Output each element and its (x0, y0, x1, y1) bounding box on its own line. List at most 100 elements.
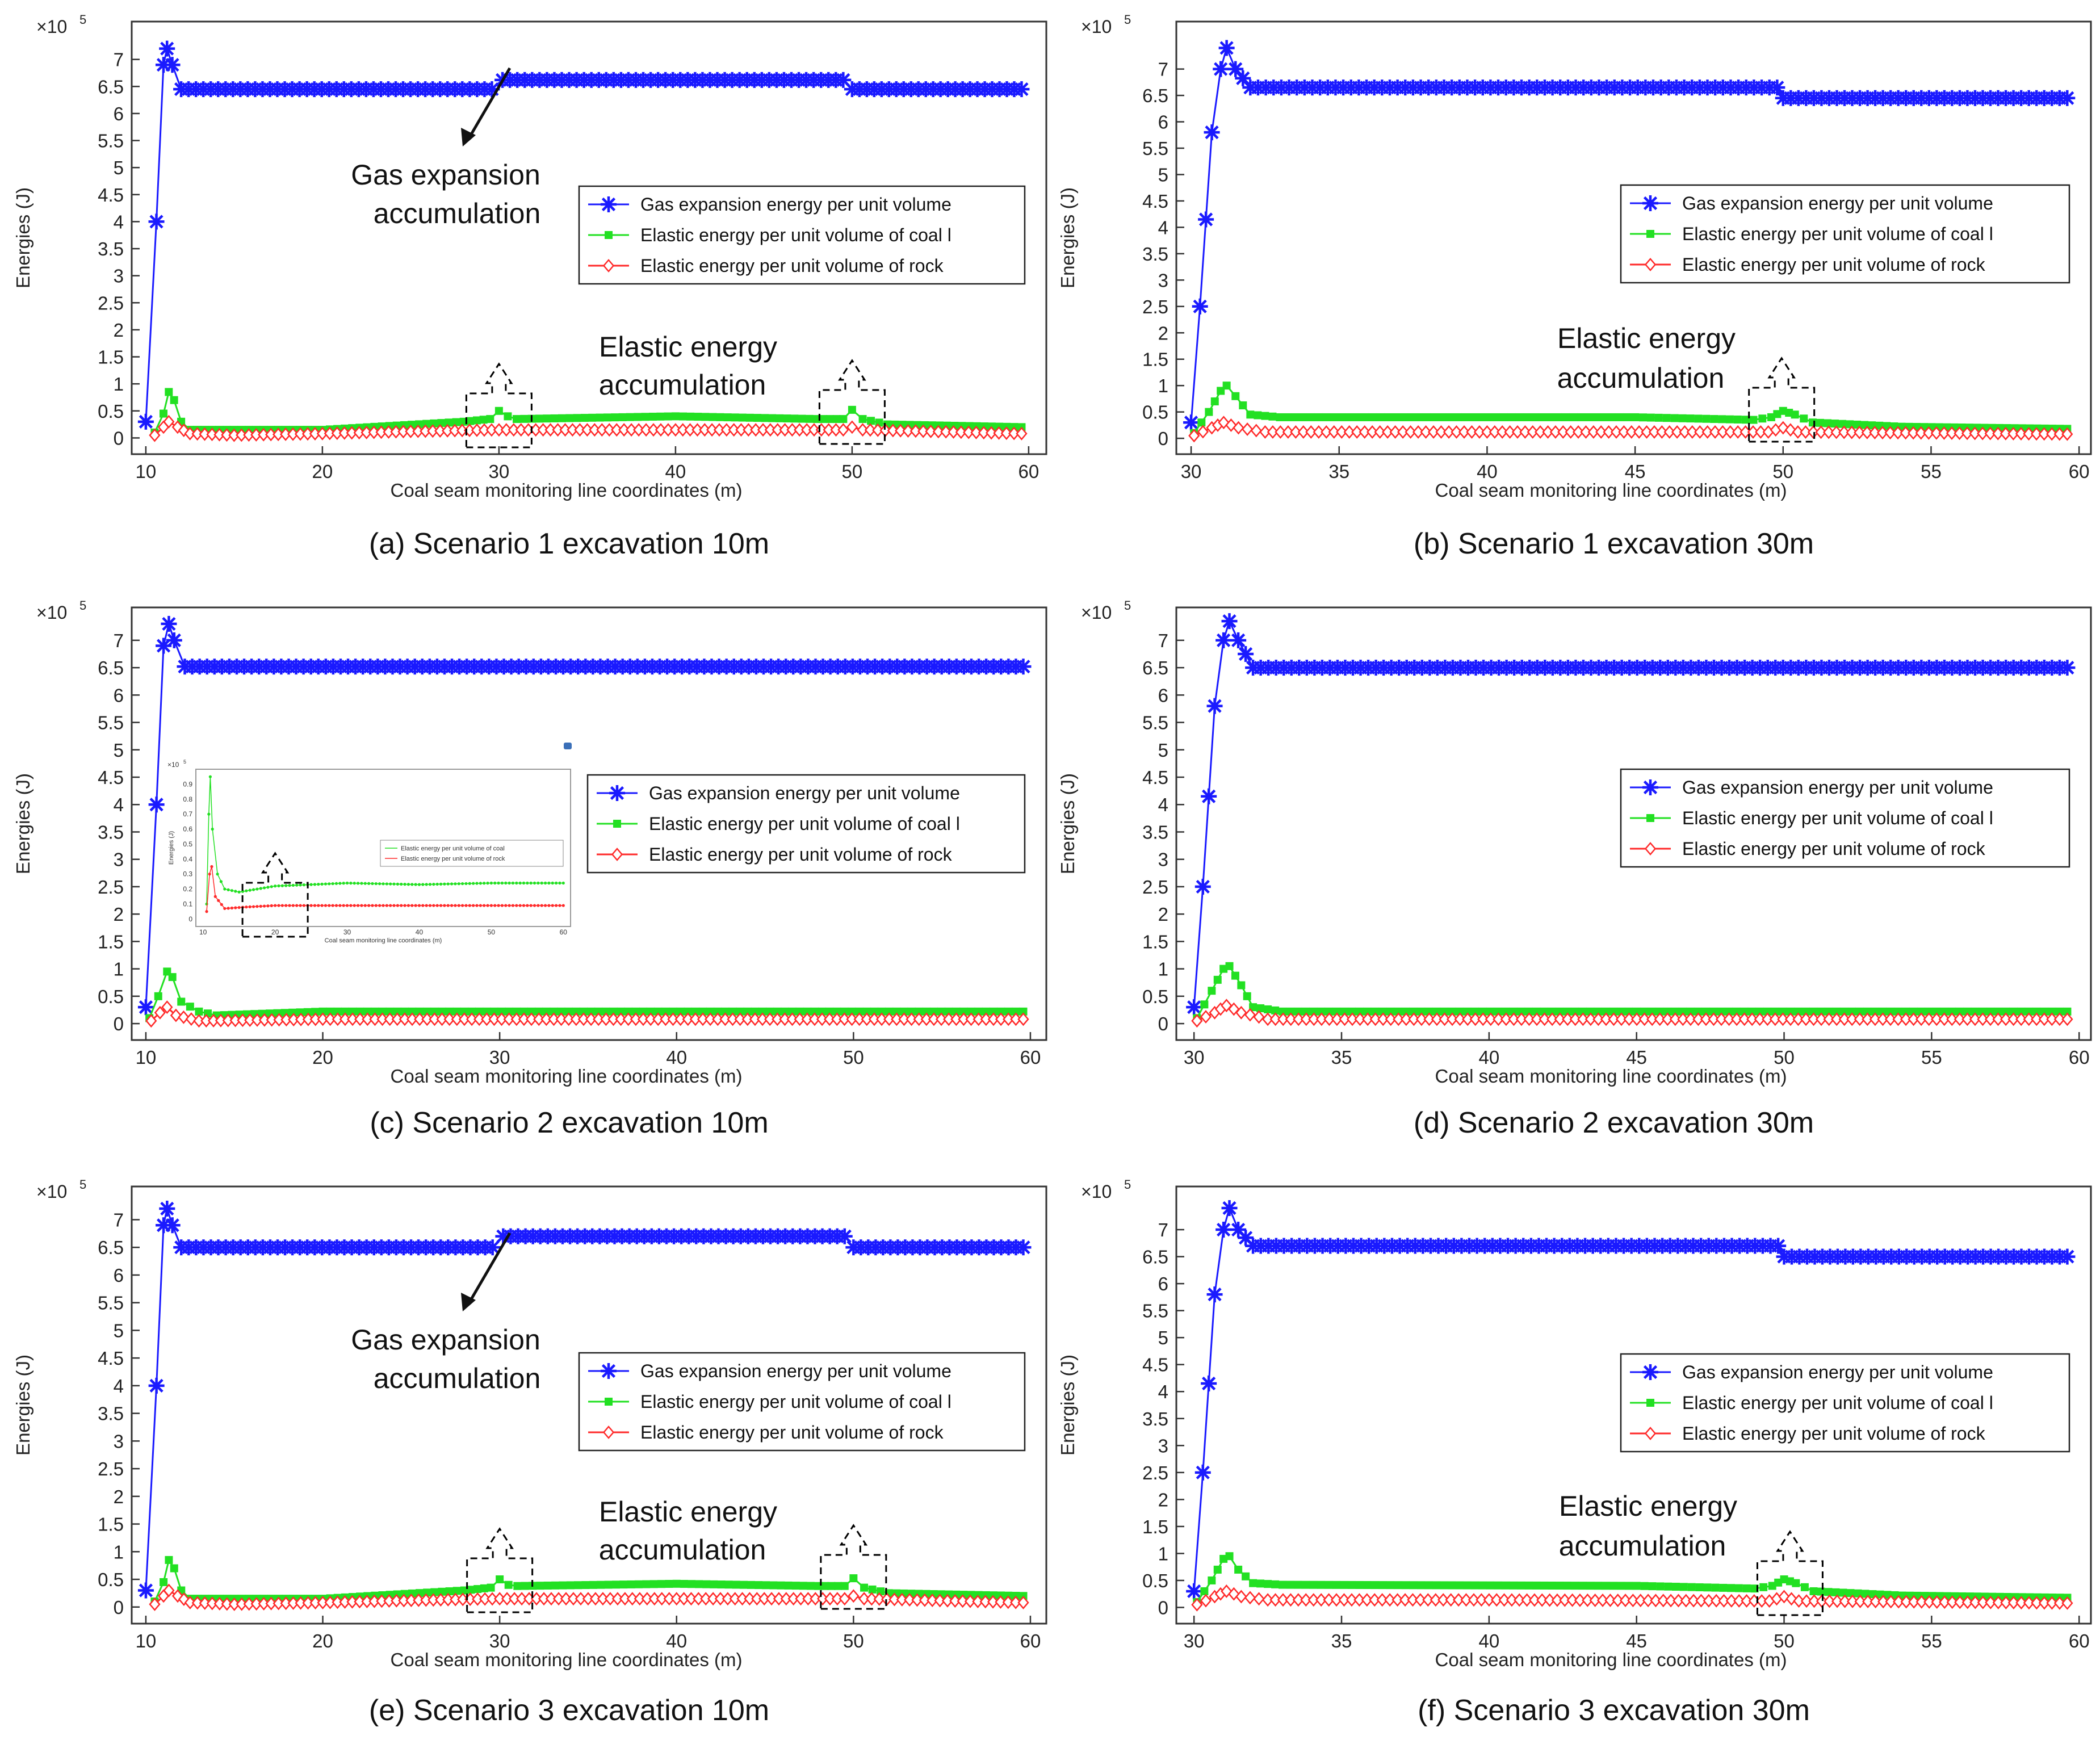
data-point-stroke-3 (1229, 62, 1243, 76)
data-point (1256, 1004, 1265, 1013)
inset-data-point (500, 904, 504, 907)
data-point (1221, 613, 1238, 630)
data-point (1243, 992, 1251, 1000)
data-point (520, 414, 529, 423)
inset-x-axis-label: Coal seam monitoring line coordinates (m… (325, 937, 442, 944)
inset-data-point (439, 882, 443, 886)
inset-data-point (486, 882, 489, 885)
data-point (1694, 414, 1703, 423)
y-tick-label: 0 (1158, 428, 1168, 449)
data-point (1741, 416, 1750, 424)
data-point (848, 405, 856, 414)
inset-data-point (217, 899, 220, 902)
data-point (1608, 413, 1616, 421)
legend-label: Gas expansion energy per unit volume (649, 783, 960, 803)
data-point (1461, 413, 1469, 421)
data-point (618, 413, 627, 421)
data-point (504, 1580, 513, 1589)
data-point (769, 1581, 778, 1590)
data-point (1733, 415, 1742, 424)
x-axis-label: Coal seam monitoring line coordinates (m… (1435, 1649, 1787, 1670)
y-tick-label: 7 (114, 1209, 124, 1230)
data-point (768, 414, 777, 422)
data-point (709, 413, 717, 421)
legend-marker (1646, 230, 1654, 238)
inset-data-point (338, 882, 342, 885)
y-exponent-power: 5 (79, 12, 86, 27)
inset-legend-label: Elastic energy per unit volume of coal (401, 845, 505, 852)
data-point (494, 406, 503, 415)
chart-a: 0 0.5 1 1.5 2 2.5 3 3.5 4 4.5 5 5.5 6 6.5 7 10 20 30 40 50 6… (12, 12, 1047, 560)
inset-data-point (270, 904, 273, 907)
x-tick-label: 50 (1774, 1047, 1795, 1068)
data-point-stroke-3 (1199, 212, 1213, 227)
data-point (438, 1587, 446, 1596)
inset-y-tick-label: 0 (188, 915, 192, 923)
inset-data-point (295, 883, 299, 887)
y-tick-label: 4 (114, 794, 124, 815)
annotation-gas-expansion: Gas expansion (351, 159, 540, 191)
data-point (1338, 413, 1346, 421)
data-point (149, 428, 161, 442)
y-tick-label: 7 (1158, 1219, 1168, 1240)
x-tick-label: 50 (843, 1630, 864, 1651)
series-elastic-energy-per-unit-volume-of-rock (1188, 416, 2073, 443)
y-tick-label: 3 (1158, 1435, 1168, 1456)
inset-data-point (237, 905, 241, 909)
inset-data-point (237, 890, 241, 894)
inset-data-point (367, 904, 371, 907)
y-tick-label: 1.5 (1142, 1516, 1168, 1537)
y-tick-label: 2 (1158, 1489, 1168, 1510)
x-tick-label: 10 (136, 461, 157, 482)
x-tick-label: 10 (136, 1630, 157, 1651)
data-point (1554, 413, 1562, 421)
data-point (1758, 414, 1767, 423)
data-point-stroke-3 (160, 41, 174, 56)
y-tick-label: 2.5 (98, 292, 124, 313)
y-tick-label: 1.5 (1142, 349, 1168, 370)
data-point (648, 413, 657, 421)
data-point (864, 423, 877, 437)
inset-data-point (428, 883, 432, 886)
inset-data-point (518, 904, 522, 907)
legend-marker (601, 1363, 617, 1379)
data-point (776, 414, 784, 422)
data-point (164, 1217, 181, 1234)
x-axis-label: Coal seam monitoring line coordinates (m… (1435, 1066, 1787, 1087)
x-axis-label: Coal seam monitoring line coordinates (m… (1435, 480, 1787, 501)
inset-toolbar-icon (564, 743, 572, 749)
data-point (925, 425, 937, 438)
data-point (1000, 426, 1012, 441)
annotation-gas-accumulation: accumulation (374, 198, 541, 229)
inset-data-point (508, 881, 511, 885)
data-point (1239, 401, 1247, 410)
inset-y-tick-label: 0.6 (183, 825, 192, 833)
y-tick-label: 7 (1158, 630, 1168, 651)
data-point (701, 413, 710, 421)
inset-legend-label: Elastic energy per unit volume of rock (401, 856, 505, 862)
data-point (1235, 70, 1251, 86)
inset-data-point (324, 882, 328, 886)
y-tick-label: 3.5 (1142, 821, 1168, 842)
data-point (170, 396, 178, 404)
data-point (970, 425, 982, 439)
inset-data-point (389, 882, 392, 886)
data-point (963, 425, 975, 439)
figure-caption: (c) Scenario 2 excavation 10m (370, 1106, 768, 1139)
data-point (634, 413, 642, 421)
data-point (221, 428, 233, 442)
x-tick-label: 40 (1478, 1047, 1499, 1068)
inset-data-point (363, 904, 367, 907)
data-point (656, 412, 665, 421)
data-point (1484, 413, 1493, 421)
x-axis-label: Coal seam monitoring line coordinates (m… (391, 1066, 743, 1087)
y-tick-label: 1 (114, 1541, 124, 1562)
inset-data-point (280, 884, 284, 887)
data-point (487, 1583, 495, 1592)
data-point (1198, 211, 1214, 228)
data-point (1213, 975, 1222, 984)
data-point (1515, 413, 1524, 421)
y-tick-label: 3.5 (98, 1403, 124, 1424)
inset-data-point (406, 883, 410, 886)
data-point (581, 1581, 590, 1590)
